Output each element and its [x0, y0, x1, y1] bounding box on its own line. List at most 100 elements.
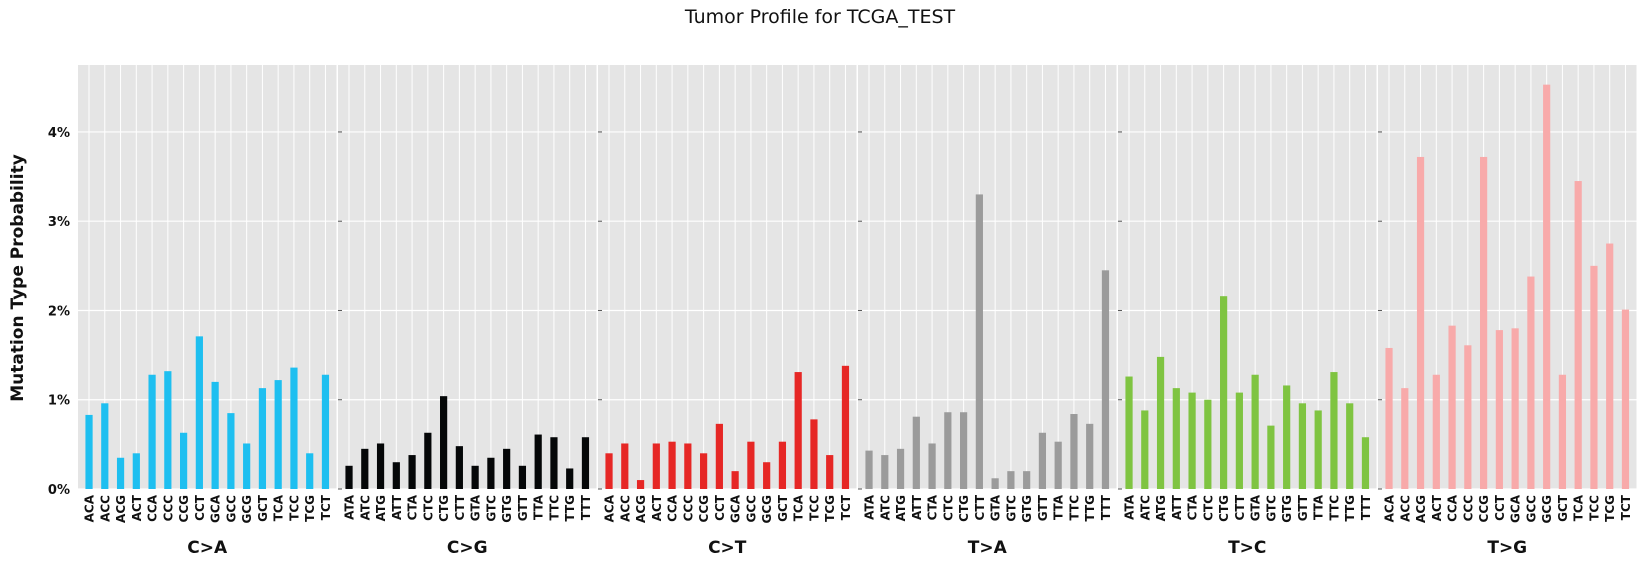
x-tick-label: ACG	[114, 495, 128, 523]
x-tick-label: GTA	[989, 494, 1003, 521]
bar-cct	[195, 336, 203, 489]
bar-tta	[1054, 441, 1062, 489]
bar-ata	[345, 465, 353, 489]
bar-tcc	[1590, 265, 1598, 489]
x-tick-label: GTC	[1264, 495, 1278, 522]
x-tick-label: GCC	[744, 495, 758, 523]
bar-ccg	[180, 432, 188, 489]
bar-gca	[1511, 328, 1519, 489]
x-tick-label: ATA	[1123, 494, 1137, 520]
panel-ctot: ACA ACC ACG ACT CCA CCC CCG CCT GCA GCC GCG GCT TCA T…	[598, 65, 857, 558]
bar-ctg	[440, 396, 448, 489]
bar-tcc	[810, 419, 818, 489]
bar-gca	[211, 381, 219, 489]
x-tick-label: TTA	[532, 494, 546, 520]
bar-ccc	[164, 371, 172, 489]
bar-gtg	[503, 448, 511, 489]
x-tick-label: GTT	[1296, 494, 1310, 521]
bar-aca	[85, 414, 93, 489]
bar-tta	[534, 434, 542, 489]
y-tick-label: 1%	[48, 394, 70, 409]
panel-ctog: ATA ATC ATG ATT CTA CTC CTG CTT GTA GTC GTG GTT TTA T…	[338, 65, 597, 558]
x-tick-label: CCC	[681, 495, 695, 522]
bar-ata	[865, 450, 873, 489]
bar-gca	[731, 471, 739, 489]
bar-ctt	[455, 446, 463, 489]
bar-acg	[116, 457, 125, 489]
bar-tct	[321, 374, 330, 489]
x-tick-label: ATT	[390, 494, 404, 520]
bar-acc	[621, 443, 629, 489]
x-tick-label: CTT	[1233, 494, 1247, 520]
panels-group: 0%1%2%3%4%ACA ACC ACG ACT CCA CCC CCG CCT GCA GCC…	[48, 65, 1637, 558]
bar-gtt	[1298, 403, 1307, 489]
x-tick-label: CTA	[1186, 494, 1200, 520]
x-tick-label: GCA	[729, 494, 743, 523]
x-tick-label: CCG	[177, 495, 191, 522]
x-tick-label: TTG	[1083, 495, 1097, 522]
panel-background	[78, 65, 337, 489]
bar-gtc	[487, 457, 495, 489]
panel-ttog: ACA ACC ACG ACT CCA CCC CCG CCT GCA GCC GCG GCT TCA T…	[1378, 65, 1637, 558]
x-tick-label: ATA	[343, 494, 357, 520]
x-tick-label: ATT	[910, 494, 924, 520]
panel-ttoc: ATA ATC ATG ATT CTA CTC CTG CTT GTA GTC GTG GTT TTA T…	[1118, 65, 1377, 558]
bar-ttg	[566, 468, 574, 489]
x-tick-label: GTC	[484, 495, 498, 522]
x-tick-label: GTA	[469, 494, 483, 521]
bar-ata	[1125, 376, 1133, 489]
x-tick-label: TCA	[272, 494, 286, 521]
x-tick-label: TCT	[319, 494, 333, 520]
panel-background	[1118, 65, 1377, 489]
panel-ctoa: 0% 1% 2% 3% 4% ACA ACC ACG ACT CCA CCC CCG CCT GCA GCC…	[48, 65, 337, 558]
x-tick-label: CTA	[926, 494, 940, 520]
bar-ttg	[1346, 403, 1354, 489]
x-tick-label: TCC	[1587, 495, 1601, 521]
bar-ctc	[1204, 399, 1212, 489]
x-tick-label: GCG	[240, 495, 254, 524]
x-tick-label: TTC	[1327, 495, 1341, 521]
bar-gtc	[1267, 425, 1275, 489]
bar-tca	[794, 372, 802, 489]
y-tick-label: 3%	[48, 215, 70, 230]
x-tick-label: TCT	[1619, 494, 1633, 520]
bar-ctt	[1235, 392, 1243, 489]
bar-atg	[1156, 356, 1165, 489]
x-tick-label: GTG	[500, 495, 514, 523]
bar-act	[652, 443, 660, 489]
x-tick-label: TTA	[1052, 494, 1066, 520]
x-tick-label: CCG	[697, 495, 711, 522]
x-tick-label: TCG	[823, 495, 837, 522]
bar-atg	[376, 443, 385, 489]
bar-tct	[1621, 309, 1630, 489]
x-tick-label: GTG	[1020, 495, 1034, 523]
x-tick-label: TCG	[303, 495, 317, 522]
bar-tca	[1574, 181, 1582, 489]
bar-ctc	[944, 412, 952, 489]
x-tick-label: TTT	[1359, 494, 1373, 520]
x-tick-label: TCC	[807, 495, 821, 521]
panel-ttoa: ATA ATC ATG ATT CTA CTC CTG CTT GTA GTC GTG GTT TTA T…	[858, 65, 1117, 558]
x-tick-label: ATC	[878, 495, 892, 521]
x-tick-label: CCG	[1477, 495, 1491, 522]
bar-acc	[1401, 388, 1409, 489]
bar-tcg	[1606, 243, 1614, 489]
panel-background	[338, 65, 597, 489]
x-tick-label: GCT	[1556, 494, 1570, 522]
x-tick-label: TTT	[579, 494, 593, 520]
x-tick-label: ACA	[1383, 494, 1397, 522]
x-tick-label: ACA	[603, 494, 617, 522]
bar-acc	[101, 403, 109, 489]
x-tick-label: CCT	[713, 494, 727, 521]
bar-cct	[715, 423, 723, 489]
x-tick-label: GTT	[516, 494, 530, 521]
panel-background	[598, 65, 857, 489]
x-tick-label: CCA	[1446, 494, 1460, 522]
x-tick-label: GTT	[1036, 494, 1050, 521]
x-tick-label: GCG	[1540, 495, 1554, 524]
x-tick-label: GTA	[1249, 494, 1263, 521]
bar-ttc	[550, 437, 558, 489]
x-tick-label: ATC	[358, 495, 372, 521]
bar-ttt	[1101, 270, 1110, 489]
